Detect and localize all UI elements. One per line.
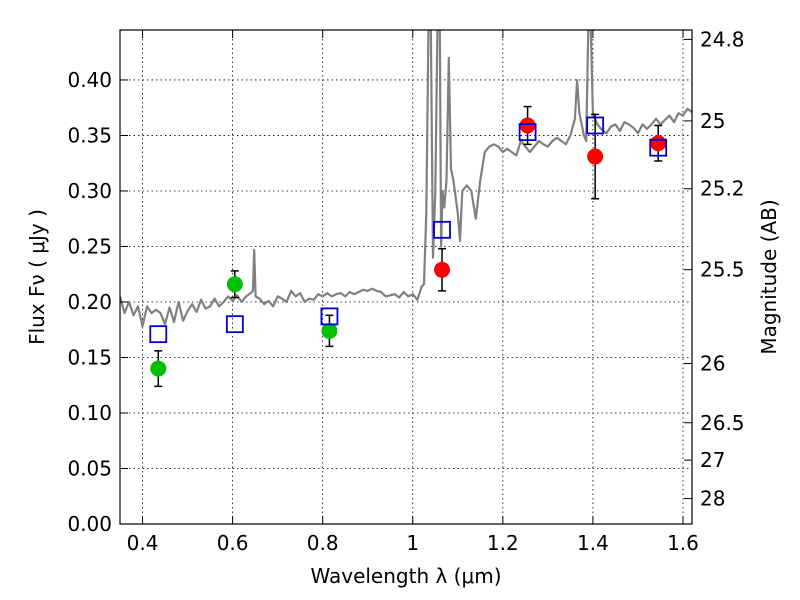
y-tick-label: 0.25 <box>67 234 112 258</box>
plot-background <box>120 30 692 524</box>
y-axis-title: Flux Fν ( μJy ) <box>25 209 49 345</box>
right-tick-label: 27 <box>700 448 725 472</box>
y-tick-label: 0.35 <box>67 123 112 147</box>
spectrum-line <box>120 30 692 328</box>
x-tick-label: 0.6 <box>217 531 249 555</box>
data-point <box>321 322 338 339</box>
model-square <box>649 138 668 157</box>
x-tick-label: 0.8 <box>307 531 339 555</box>
right-tick-label: 25.2 <box>700 177 745 201</box>
y-tick-label: 0.30 <box>67 179 112 203</box>
right-tick-label: 26 <box>700 352 725 376</box>
data-point <box>434 261 451 278</box>
model-square <box>433 220 451 239</box>
x-tick-label: 1.2 <box>487 531 519 555</box>
x-tick-label: 1.6 <box>667 531 699 555</box>
model-square <box>149 325 168 344</box>
right-tick-label: 25.5 <box>700 258 745 282</box>
y-tick-label: 0.20 <box>67 290 112 314</box>
model-square <box>518 123 537 142</box>
photometry-points <box>149 105 668 388</box>
x-tick-label: 0.4 <box>127 531 159 555</box>
plot-data <box>120 30 692 328</box>
model-square <box>586 116 605 135</box>
right-tick-label: 28 <box>700 487 725 511</box>
right-tick-label: 24.8 <box>700 27 745 51</box>
x-axis-title: Wavelength λ (μm) <box>310 564 501 588</box>
y-tick-label: 0.00 <box>67 512 112 536</box>
data-point <box>150 360 167 377</box>
y-tick-label: 0.10 <box>67 401 112 425</box>
y-axis-right-title: Magnitude (AB) <box>757 199 781 354</box>
data-point <box>226 276 243 293</box>
right-tick-label: 26.5 <box>700 411 745 435</box>
model-square <box>225 315 244 334</box>
plot-frame <box>119 29 693 525</box>
y-tick-label: 0.15 <box>67 345 112 369</box>
ticks: 0.4 0.6 0.8 1 1.2 1.4 1.6 0.00 0.05 0.10 0.15 0.20 0… <box>67 27 744 555</box>
right-tick-label: 25 <box>700 109 725 133</box>
y-tick-label: 0.40 <box>67 68 112 92</box>
data-point <box>519 117 536 134</box>
x-tick-label: 1.4 <box>577 531 609 555</box>
data-point <box>587 148 604 165</box>
y-tick-label: 0.05 <box>67 456 112 480</box>
model-square <box>320 307 339 326</box>
data-point <box>650 135 667 152</box>
x-tick-label: 1 <box>406 531 419 555</box>
